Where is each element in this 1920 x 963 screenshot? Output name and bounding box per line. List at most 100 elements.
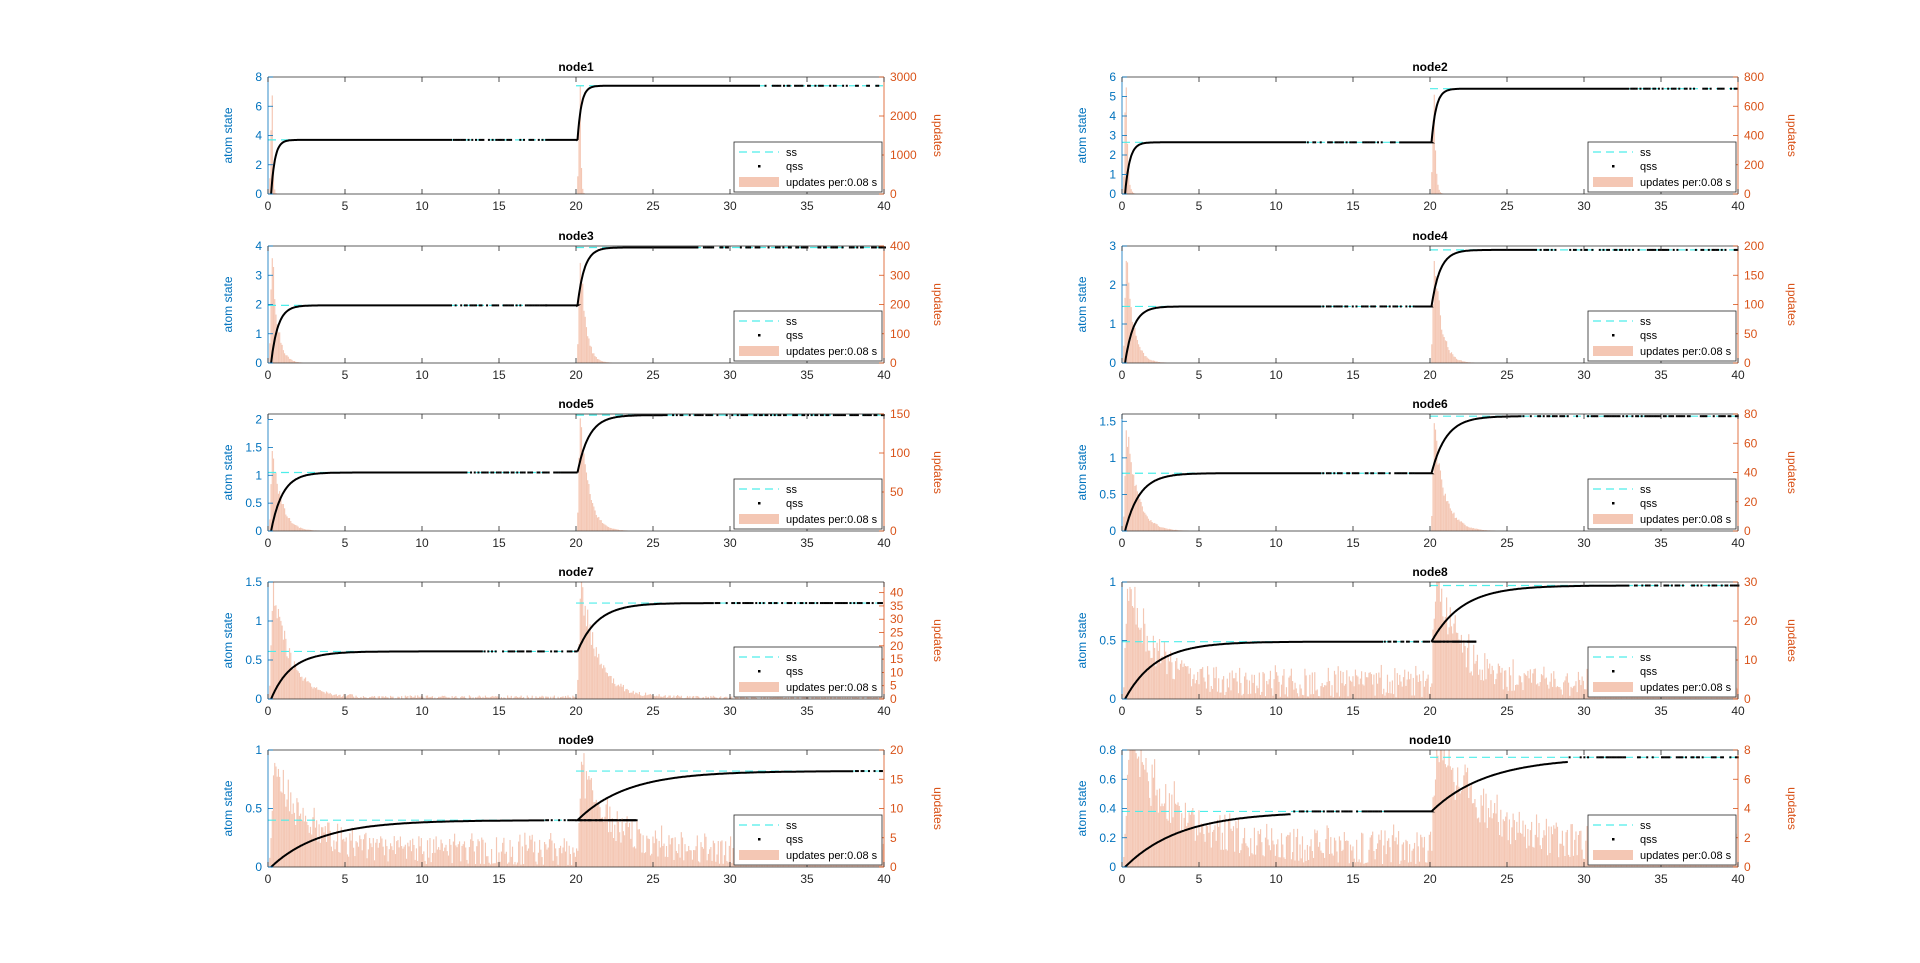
hist-bar: [620, 842, 622, 867]
hist-bar: [1240, 682, 1242, 699]
hist-bar: [1128, 600, 1130, 699]
qss-dot: [1374, 810, 1377, 813]
qss-dot: [866, 414, 869, 417]
y-tick-label: 1: [255, 468, 262, 482]
hist-bar: [1131, 474, 1134, 531]
hist-bar: [1124, 297, 1126, 363]
hist-bar: [1208, 674, 1210, 699]
hist-bar: [739, 696, 742, 699]
hist-bar: [1344, 684, 1347, 699]
qss-dot: [1628, 248, 1631, 251]
hist-bar: [596, 359, 599, 363]
hist-bar: [1219, 692, 1221, 699]
hist-bar: [815, 696, 817, 699]
hist-bar: [677, 695, 679, 699]
qss-dot: [1364, 305, 1367, 308]
qss-dot: [465, 304, 468, 307]
hist-bar: [410, 696, 413, 699]
histogram-bars: [1123, 423, 1496, 531]
qss-dot: [786, 84, 789, 87]
qss-curve: [1383, 760, 1568, 813]
hist-bar: [1354, 862, 1357, 867]
hist-bar: [1463, 640, 1465, 699]
qss-dot: [484, 471, 487, 474]
hist-bar: [362, 696, 365, 699]
hist-bar: [311, 686, 313, 699]
hist-bar: [333, 694, 335, 699]
hist-bar: [1165, 528, 1167, 531]
hist-bar: [1234, 678, 1236, 699]
hist-bar: [1538, 686, 1540, 699]
hist-bar: [571, 865, 573, 867]
hist-bar: [653, 843, 655, 867]
hist-bar: [707, 853, 709, 867]
hist-bar: [445, 844, 447, 867]
hist-bar: [489, 696, 491, 699]
qss-dot: [1383, 472, 1386, 475]
qss-dot: [458, 138, 461, 141]
qss-dot: [1646, 415, 1649, 418]
hist-bar: [1444, 764, 1446, 867]
x-tick-label: 30: [723, 704, 737, 718]
hist-bar: [1459, 643, 1461, 699]
hist-bar: [1508, 819, 1511, 867]
hist-bar: [697, 861, 700, 867]
hist-bar: [472, 697, 474, 699]
hist-bar: [1198, 684, 1200, 699]
hist-bar: [513, 864, 515, 867]
hist-bar: [1507, 840, 1509, 867]
hist-bar: [1156, 642, 1158, 699]
y2-tick-label: 40: [890, 586, 904, 600]
hist-bar: [1308, 696, 1310, 699]
hist-bar: [1502, 819, 1504, 867]
hist-bar: [1533, 669, 1535, 699]
y-axis-label: atom state: [1075, 612, 1089, 668]
hist-bar: [1290, 668, 1292, 699]
y2-axis-label: updates: [931, 451, 945, 494]
hist-bar: [1432, 120, 1434, 194]
hist-bar: [1369, 837, 1371, 867]
hist-bar: [1384, 830, 1386, 867]
qss-dot: [880, 602, 883, 605]
hist-bar: [1343, 685, 1345, 699]
hist-bar: [1312, 857, 1315, 867]
qss-dot: [1341, 141, 1344, 144]
hist-bar: [1713, 695, 1715, 699]
hist-bar: [1157, 650, 1159, 699]
hist-bar: [1157, 812, 1159, 867]
hist-bar: [377, 847, 379, 867]
qss-dot: [1735, 87, 1738, 90]
hist-bar: [270, 484, 272, 531]
qss-dot: [792, 414, 795, 417]
hist-bar: [1134, 586, 1136, 699]
qss-dot: [1393, 141, 1396, 144]
hist-bar: [1401, 686, 1403, 699]
legend-qss-label: qss: [786, 161, 804, 173]
hist-bar: [600, 520, 602, 531]
qss-dot: [1543, 248, 1546, 251]
hist-bar: [1454, 517, 1456, 531]
hist-bar: [606, 526, 608, 531]
hist-bar: [584, 316, 586, 363]
hist-bar: [1203, 834, 1205, 867]
hist-bar: [595, 647, 597, 699]
hist-bar: [578, 822, 580, 867]
qss-dot: [1624, 248, 1627, 251]
qss-dots: [452, 84, 880, 141]
hist-bar: [1460, 634, 1462, 699]
hist-bar: [1144, 356, 1146, 363]
hist-bar: [661, 825, 663, 867]
hist-bar: [630, 838, 632, 867]
y2-tick-label: 10: [890, 665, 904, 679]
hist-bar: [1140, 501, 1142, 531]
x-tick-label: 10: [1269, 199, 1283, 213]
qss-dot: [519, 138, 522, 141]
qss-dot: [1349, 141, 1352, 144]
qss-dot: [1468, 640, 1471, 643]
qss-dot: [1391, 141, 1394, 144]
hist-bar: [1417, 681, 1419, 699]
x-tick-label: 5: [1196, 536, 1203, 550]
qss-dot: [495, 304, 498, 307]
hist-bar: [1476, 528, 1478, 531]
hist-bar: [426, 695, 429, 699]
